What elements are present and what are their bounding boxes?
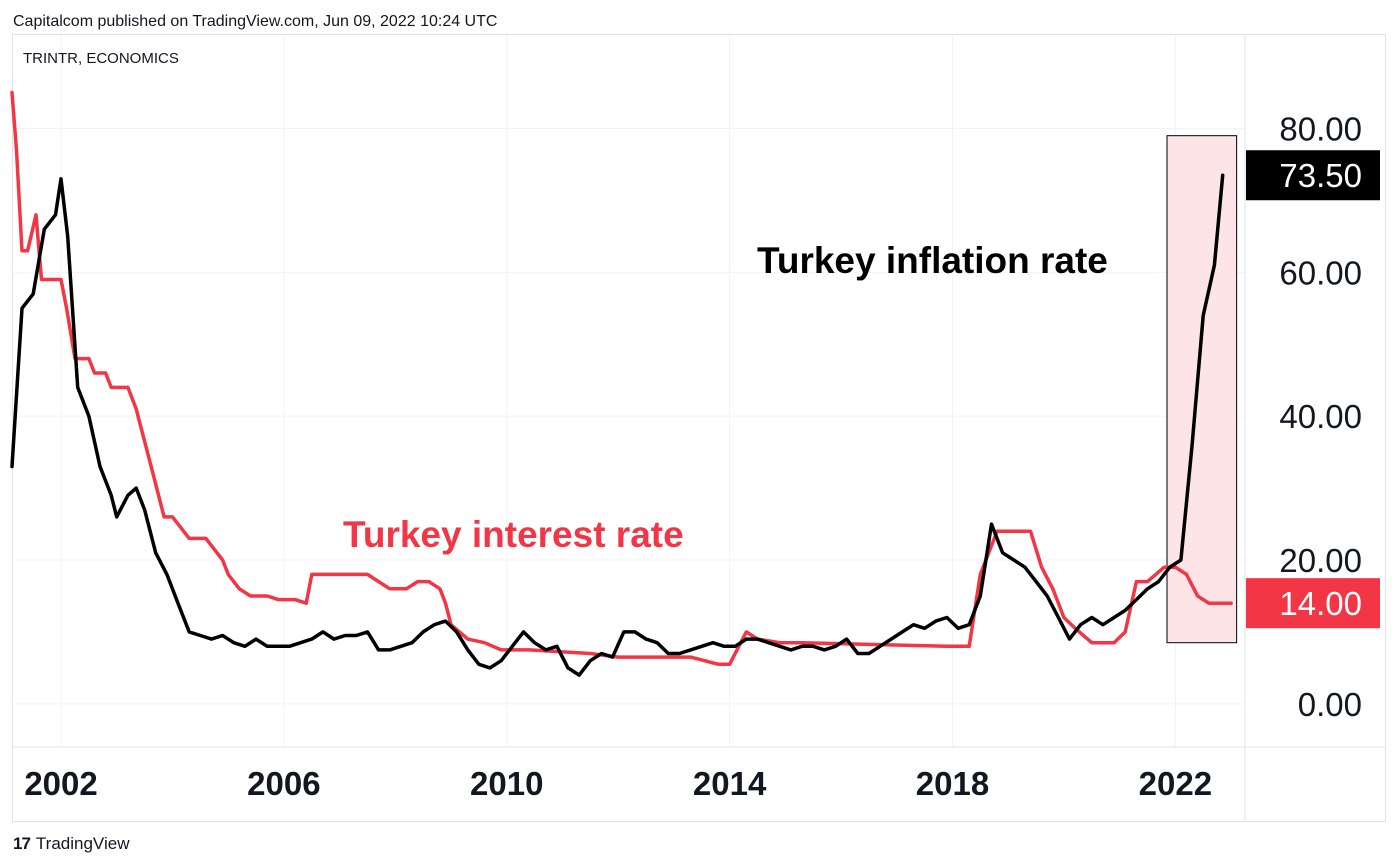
x-tick-label: 2002 xyxy=(24,765,97,802)
x-tick-label: 2022 xyxy=(1139,765,1212,802)
highlight-box xyxy=(1166,135,1238,644)
interest-annotation: Turkey interest rate xyxy=(343,514,684,555)
chart-frame xyxy=(12,34,1386,822)
symbol-label: TRINTR, ECONOMICS xyxy=(23,50,179,67)
publish-info: Capitalcom published on TradingView.com,… xyxy=(13,13,498,30)
footer: 17 TradingView xyxy=(13,834,129,854)
inflation-annotation: Turkey inflation rate xyxy=(757,240,1108,281)
brand-name[interactable]: TradingView xyxy=(35,834,130,853)
interest-last-value-label: 14.00 xyxy=(1279,585,1362,622)
y-tick-label: 20.00 xyxy=(1279,542,1362,579)
inflation-series-line xyxy=(10,173,1225,677)
y-tick-label: 60.00 xyxy=(1279,254,1362,291)
y-tick-label: 80.00 xyxy=(1279,110,1362,147)
x-tick-label: 2006 xyxy=(247,765,320,802)
x-tick-label: 2014 xyxy=(693,765,767,802)
y-tick-label: 40.00 xyxy=(1279,398,1362,435)
x-tick-label: 2010 xyxy=(470,765,543,802)
y-tick-label: 0.00 xyxy=(1298,686,1362,723)
inflation-last-value-badge xyxy=(1246,150,1380,201)
x-tick-label: 2018 xyxy=(916,765,989,802)
interest-last-value-badge xyxy=(1246,578,1380,629)
interest-series-line xyxy=(10,90,1233,667)
tradingview-logo-icon[interactable]: 17 xyxy=(13,834,31,853)
inflation-last-value-label: 73.50 xyxy=(1279,157,1362,194)
